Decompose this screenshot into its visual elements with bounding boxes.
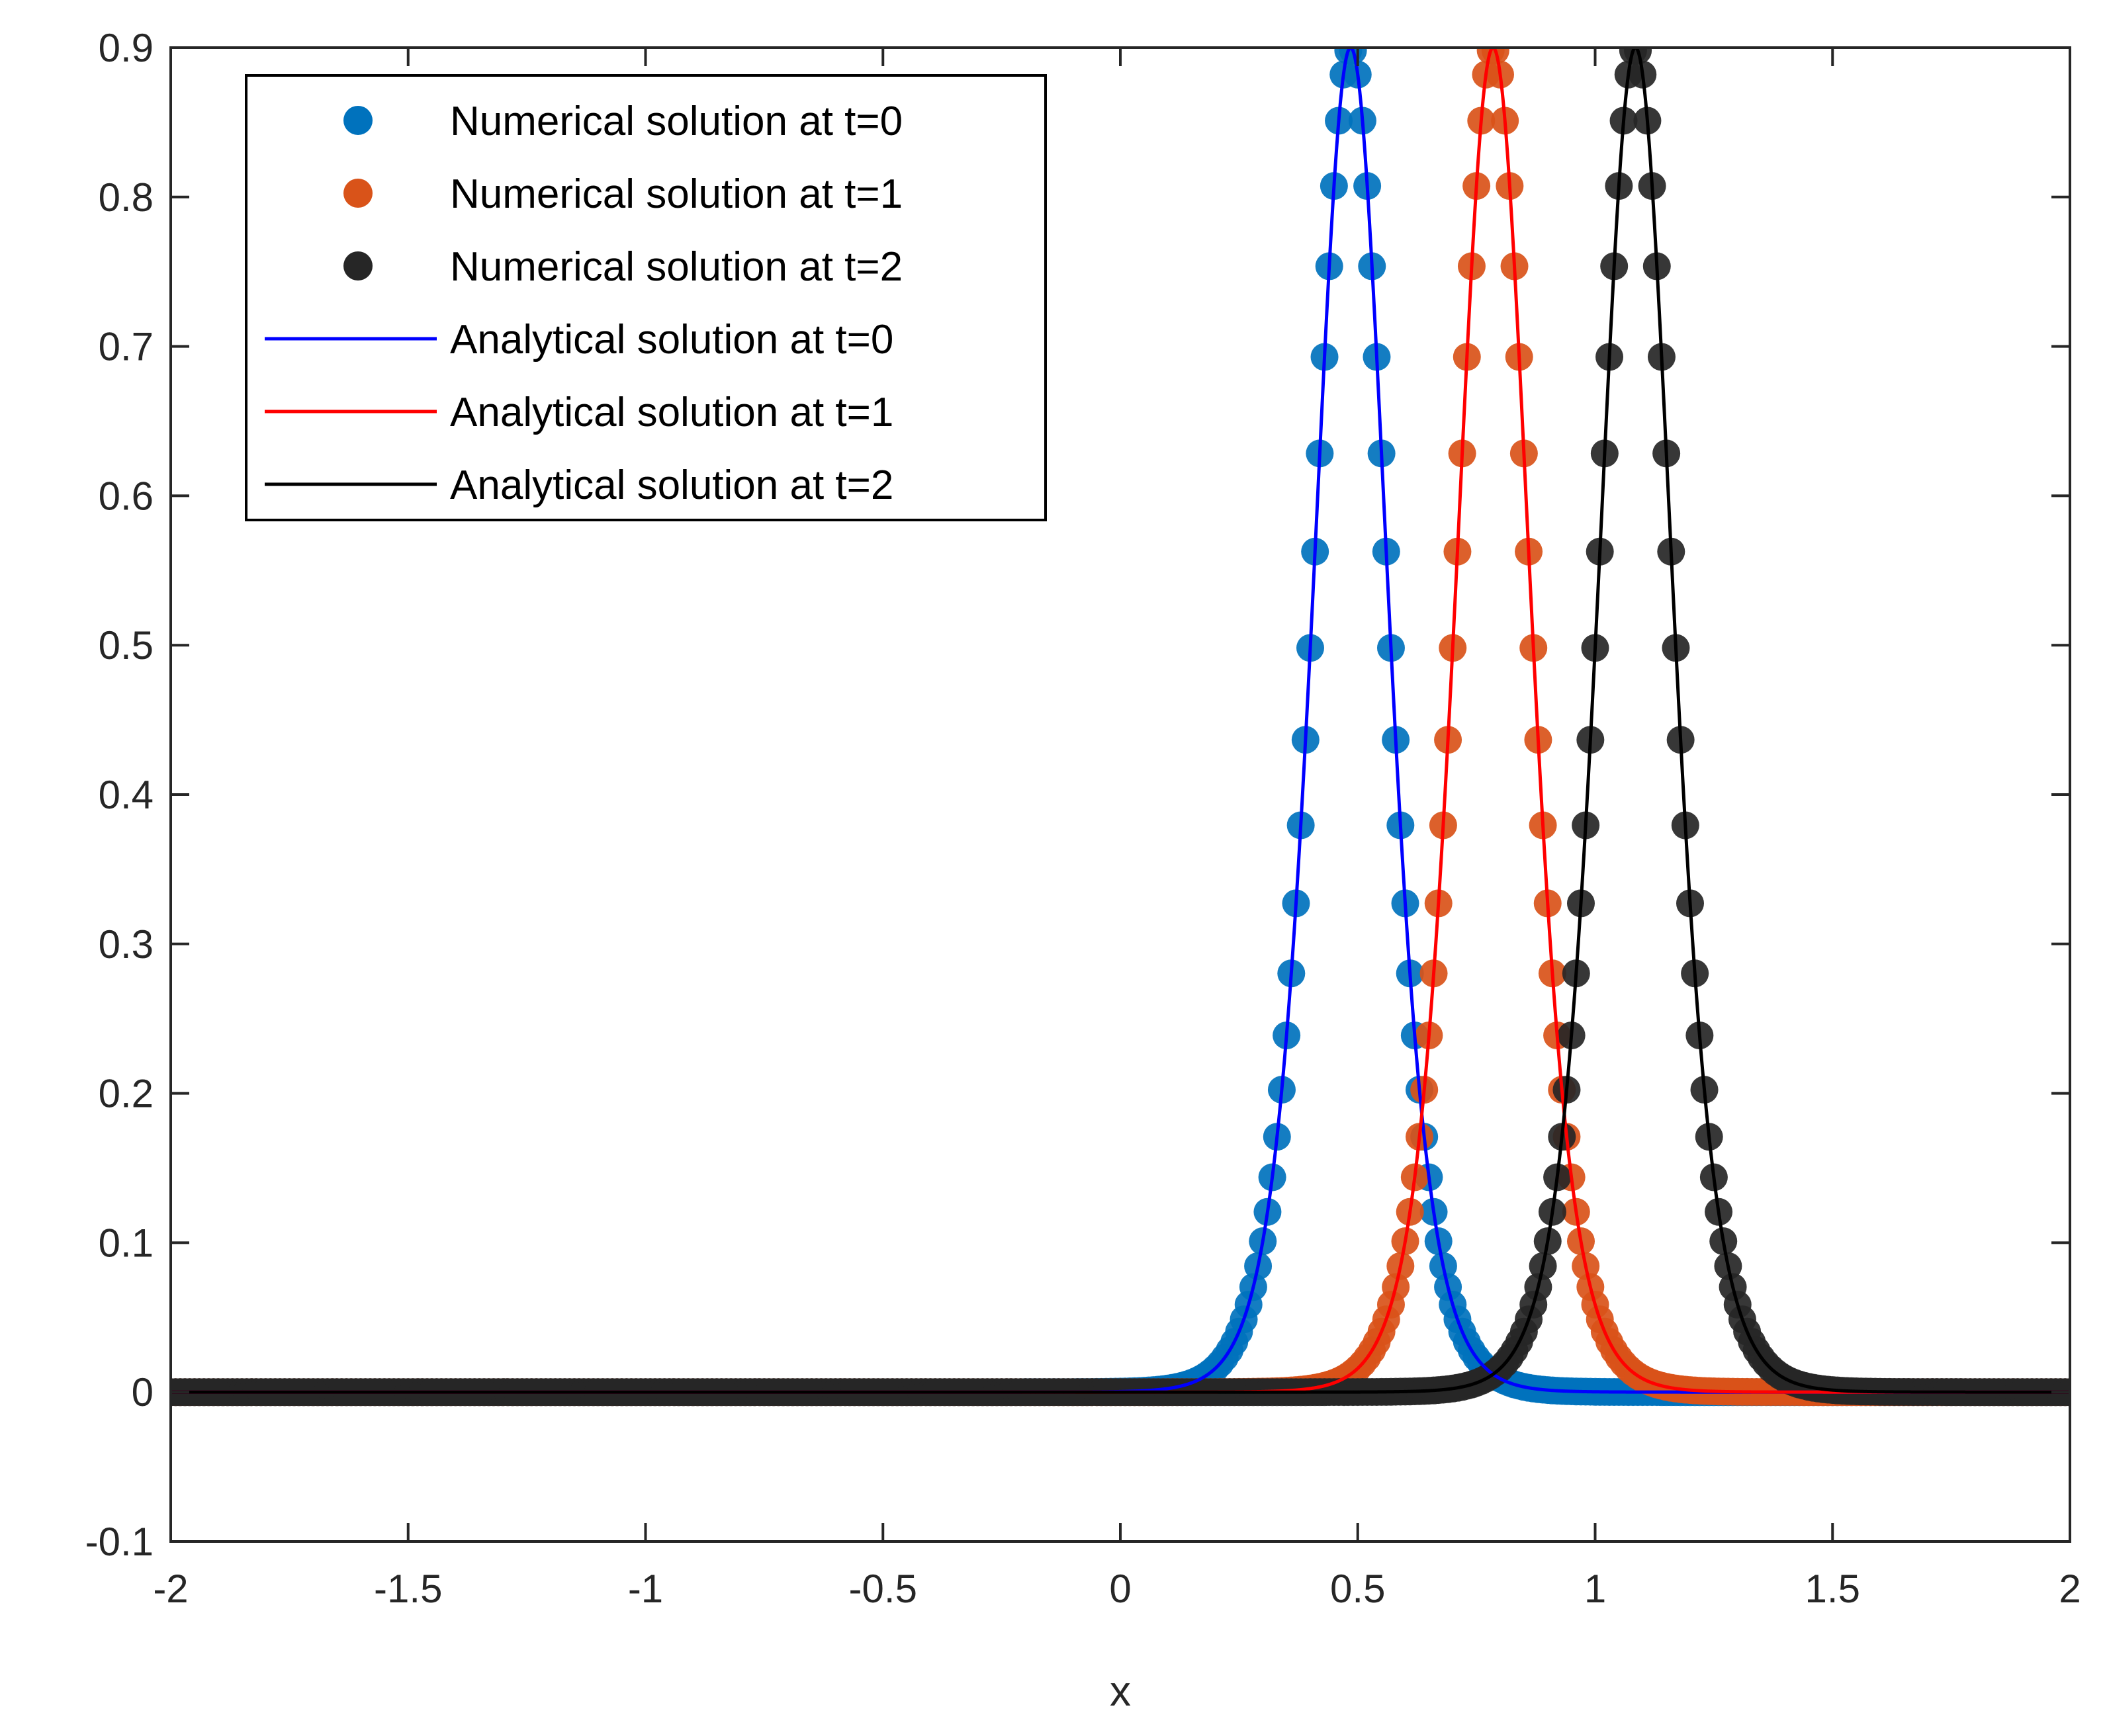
legend-label: Numerical solution at t=1 bbox=[450, 171, 903, 217]
x-tick-label: 2 bbox=[2059, 1567, 2081, 1611]
series-line-2 bbox=[171, 48, 2070, 1394]
x-tick-label: -1 bbox=[628, 1567, 663, 1611]
x-tick-label: -1.5 bbox=[374, 1567, 442, 1611]
y-tick-label: 0.4 bbox=[99, 773, 154, 817]
y-tick-label: 0.1 bbox=[99, 1221, 154, 1265]
legend-label: Analytical solution at t=1 bbox=[450, 390, 893, 435]
legend-label: Numerical solution at t=0 bbox=[450, 99, 903, 144]
plot-area bbox=[171, 48, 2070, 1407]
y-tick-label: -0.1 bbox=[85, 1520, 154, 1564]
y-tick-label: 0.5 bbox=[99, 623, 154, 668]
legend-box bbox=[245, 74, 1047, 521]
legend: Numerical solution at t=0 Numerical solut… bbox=[245, 74, 1047, 521]
x-tick-label: -0.5 bbox=[849, 1567, 917, 1611]
x-tick-label: 1 bbox=[1584, 1567, 1606, 1611]
legend-label: Numerical solution at t=2 bbox=[450, 244, 903, 290]
y-tick-label: 0.9 bbox=[99, 26, 154, 70]
y-tick-label: 0.6 bbox=[99, 474, 154, 518]
y-tick-label: 0.8 bbox=[99, 175, 154, 220]
y-tick-label: 0.7 bbox=[99, 325, 154, 369]
y-tick-label: 0.3 bbox=[99, 922, 154, 967]
legend-label: Analytical solution at t=2 bbox=[450, 462, 893, 508]
x-tick-label: 1.5 bbox=[1805, 1567, 1860, 1611]
legend-marker bbox=[343, 179, 373, 208]
x-tick-label: -2 bbox=[153, 1567, 188, 1611]
ticks: -2 -1.5 -1 -0.5 0 0.5 1 1.5 2 -0.1 0 0.1 0.2 0.3 0.4 0.… bbox=[85, 26, 2081, 1611]
x-tick-label: 0 bbox=[1109, 1567, 1131, 1611]
legend-marker bbox=[343, 106, 373, 135]
legend-label: Analytical solution at t=0 bbox=[450, 317, 893, 363]
legend-marker bbox=[343, 251, 373, 281]
y-tick-label: 0.2 bbox=[99, 1072, 154, 1116]
x-tick-label: 0.5 bbox=[1330, 1567, 1385, 1611]
y-tick-label: 0 bbox=[132, 1370, 154, 1414]
x-axis-label: x bbox=[1110, 1667, 1131, 1715]
